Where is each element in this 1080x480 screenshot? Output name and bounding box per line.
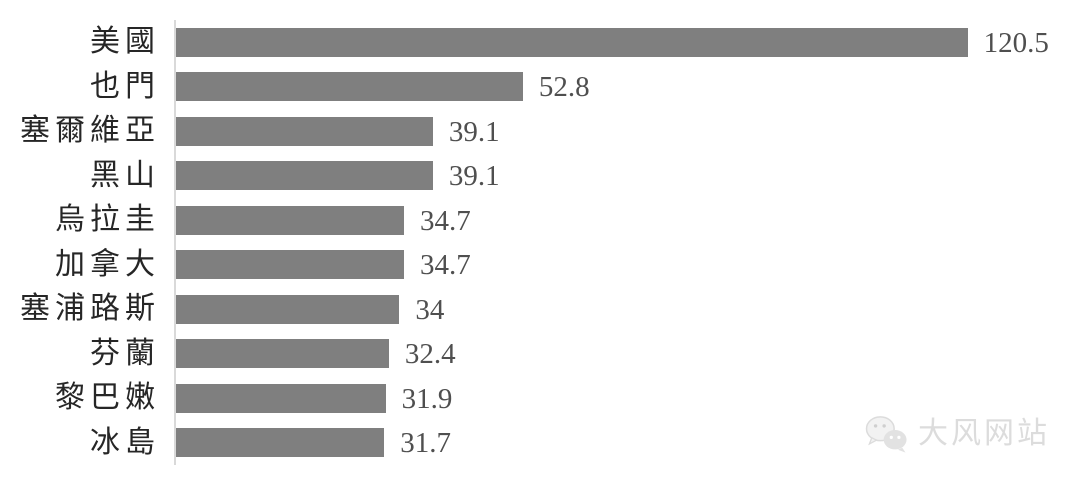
value-label: 31.9 <box>401 382 453 415</box>
category-label: 黎巴嫩 <box>55 381 160 414</box>
value-label: 34.7 <box>419 204 471 237</box>
bar <box>176 161 433 191</box>
bar-track: 31.9 <box>174 376 1080 421</box>
bar <box>176 428 385 458</box>
category-label: 黑山 <box>90 158 160 192</box>
bar <box>176 339 389 369</box>
chart-row: 塞浦路斯 34 <box>0 287 1080 332</box>
category-label: 芬蘭 <box>90 336 160 370</box>
bar-track: 32.4 <box>174 331 1080 376</box>
chart-row: 也門 52.8 <box>0 64 1080 109</box>
value-label: 32.4 <box>404 338 456 371</box>
watermark: 大风网站 <box>864 414 1050 454</box>
category-label: 冰島 <box>90 425 160 459</box>
bar <box>176 294 400 324</box>
category-label: 塞爾維亞 <box>20 114 160 147</box>
chart-row: 美國 120.5 <box>0 20 1080 65</box>
category-label: 塞浦路斯 <box>20 292 160 325</box>
watermark-text: 大风网站 <box>918 417 1050 450</box>
bar <box>176 72 523 102</box>
value-label: 34 <box>415 293 445 326</box>
bar <box>176 383 386 413</box>
chart-row: 塞爾維亞 39.1 <box>0 109 1080 154</box>
chart-row: 黎巴嫩 31.9 <box>0 376 1080 421</box>
bar <box>176 27 968 57</box>
chart-row: 黑山 39.1 <box>0 153 1080 198</box>
category-label: 也門 <box>90 69 160 103</box>
chart-row: 加拿大 34.7 <box>0 242 1080 287</box>
bar <box>176 250 404 280</box>
category-label: 加拿大 <box>55 247 160 281</box>
bar-track: 34.7 <box>174 242 1080 287</box>
value-label: 34.7 <box>419 249 471 282</box>
category-label: 美國 <box>90 25 160 58</box>
value-label: 31.7 <box>400 427 452 460</box>
wechat-icon <box>864 414 910 454</box>
bar-track: 52.8 <box>174 64 1080 109</box>
value-label: 52.8 <box>538 71 590 104</box>
chart-row: 烏拉圭 34.7 <box>0 198 1080 243</box>
value-label: 39.1 <box>448 115 500 148</box>
value-label: 39.1 <box>448 160 500 193</box>
chart-row: 芬蘭 32.4 <box>0 331 1080 376</box>
category-label: 烏拉圭 <box>55 203 160 236</box>
bar-track: 31.7 <box>174 420 1080 465</box>
plot-rows: 美國 120.5 也門 52.8 塞爾維亞 39.1 黑山 39.1 烏拉圭 34.7 加拿大 34.… <box>0 20 1080 465</box>
bar <box>176 205 404 235</box>
bar-track: 34 <box>174 287 1080 332</box>
chart-row: 冰島 31.7 <box>0 420 1080 465</box>
value-label: 120.5 <box>983 26 1049 59</box>
bar-track: 39.1 <box>174 153 1080 198</box>
bar-track: 34.7 <box>174 198 1080 243</box>
bar-track: 120.5 <box>174 20 1080 65</box>
bar <box>176 116 433 146</box>
bar-track: 39.1 <box>174 109 1080 154</box>
